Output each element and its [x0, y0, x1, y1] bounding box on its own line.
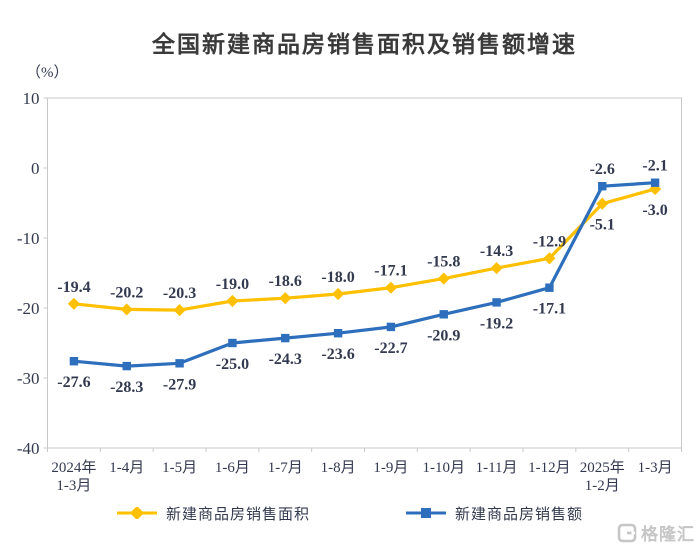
- chart-title: 全国新建商品房销售面积及销售额增速: [152, 31, 577, 57]
- svg-text:-27.6: -27.6: [57, 374, 90, 391]
- svg-text:-20.2: -20.2: [110, 284, 143, 301]
- svg-text:-18.6: -18.6: [269, 273, 302, 290]
- gelonghui-logo-icon: [617, 523, 637, 542]
- svg-text:1-10月: 1-10月: [423, 460, 466, 476]
- sales-amount-line-square-icon: [406, 508, 446, 518]
- svg-text:1-9月: 1-9月: [373, 460, 408, 476]
- svg-text:-12.9: -12.9: [533, 233, 566, 250]
- legend-item-sales-area: 新建商品房销售面积: [116, 503, 310, 524]
- svg-text:1-8月: 1-8月: [321, 460, 356, 476]
- svg-text:-3.0: -3.0: [642, 202, 667, 219]
- y-axis-unit-label: （%）: [26, 65, 69, 81]
- svg-text:-5.1: -5.1: [590, 217, 615, 234]
- sales-area-line-diamond-icon: [116, 507, 157, 519]
- svg-text:-28.3: -28.3: [110, 379, 143, 396]
- svg-text:-2.6: -2.6: [590, 161, 615, 178]
- svg-text:-20.9: -20.9: [427, 327, 460, 344]
- svg-text:-30: -30: [17, 369, 40, 388]
- svg-text:-18.0: -18.0: [321, 269, 354, 286]
- svg-text:-23.6: -23.6: [321, 346, 354, 363]
- legend: 新建商品房销售面积 新建商品房销售额: [0, 501, 700, 525]
- svg-text:-25.0: -25.0: [216, 356, 249, 373]
- svg-text:-20.3: -20.3: [163, 285, 196, 302]
- svg-text:1-5月: 1-5月: [162, 460, 197, 476]
- svg-text:-22.7: -22.7: [374, 340, 407, 357]
- svg-text:-40: -40: [17, 439, 40, 458]
- legend-label-sales-amount: 新建商品房销售额: [455, 506, 584, 523]
- svg-text:1-7月: 1-7月: [268, 460, 303, 476]
- svg-text:-17.1: -17.1: [374, 263, 407, 280]
- svg-text:0: 0: [31, 159, 40, 178]
- svg-text:-20: -20: [17, 299, 40, 318]
- svg-text:1-12月: 1-12月: [528, 460, 571, 476]
- svg-text:1-4月: 1-4月: [109, 460, 144, 476]
- svg-text:-14.3: -14.3: [480, 243, 513, 260]
- watermark: 格隆汇: [617, 520, 695, 545]
- svg-text:-2.1: -2.1: [642, 158, 667, 175]
- svg-text:-19.0: -19.0: [216, 276, 249, 293]
- svg-text:-17.1: -17.1: [533, 301, 566, 318]
- legend-item-sales-amount: 新建商品房销售额: [406, 503, 583, 524]
- svg-text:-27.9: -27.9: [163, 376, 196, 393]
- svg-text:10: 10: [23, 89, 40, 108]
- svg-text:-24.3: -24.3: [269, 351, 302, 368]
- svg-text:-15.8: -15.8: [427, 254, 460, 271]
- svg-text:-19.4: -19.4: [57, 279, 90, 296]
- svg-text:-19.2: -19.2: [480, 315, 513, 332]
- svg-text:1-11月: 1-11月: [476, 460, 518, 476]
- legend-label-sales-area: 新建商品房销售面积: [165, 506, 310, 523]
- watermark-text: 格隆汇: [641, 525, 695, 544]
- svg-text:-10: -10: [17, 229, 40, 248]
- svg-text:1-3月: 1-3月: [638, 460, 673, 476]
- svg-text:1-6月: 1-6月: [215, 460, 250, 476]
